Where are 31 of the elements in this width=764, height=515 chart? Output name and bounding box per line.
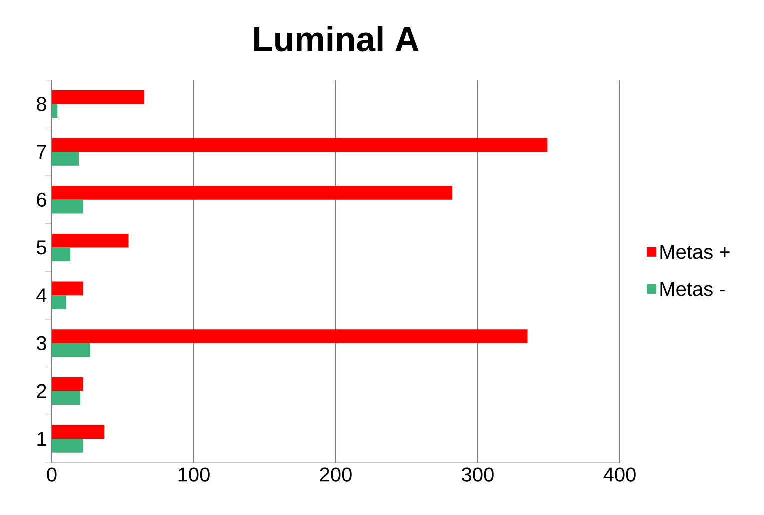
y-tick-label: 5 (36, 240, 46, 255)
bar (52, 330, 528, 344)
bar (52, 296, 66, 310)
bar (52, 186, 452, 200)
bar (52, 138, 548, 152)
legend-label: Metas - (660, 282, 725, 296)
bar (52, 234, 129, 248)
y-tick-label: 3 (36, 336, 46, 350)
x-tick-label: 0 (47, 468, 57, 482)
x-tick-label: 300 (462, 468, 494, 482)
bar (52, 439, 84, 453)
bar (52, 425, 105, 440)
x-tick-label: 100 (178, 468, 210, 482)
bar (52, 90, 144, 104)
y-tick-label: 1 (38, 432, 46, 446)
bar (52, 152, 79, 166)
y-tick-label: 4 (36, 288, 47, 302)
x-tick-label: 400 (604, 468, 636, 482)
y-tick-label: 2 (37, 384, 46, 398)
bar (52, 391, 80, 406)
bar (52, 282, 84, 296)
y-tick-label: 6 (37, 192, 46, 207)
bar (52, 248, 70, 262)
bar (52, 200, 84, 214)
y-tick-label: 8 (37, 97, 46, 112)
x-tick-label: 200 (320, 468, 352, 482)
y-tick-label: 7 (37, 145, 46, 159)
chart-title: Luminal A (254, 26, 419, 52)
legend-label: Metas + (660, 245, 730, 260)
bar (52, 343, 90, 358)
bar (52, 377, 84, 392)
